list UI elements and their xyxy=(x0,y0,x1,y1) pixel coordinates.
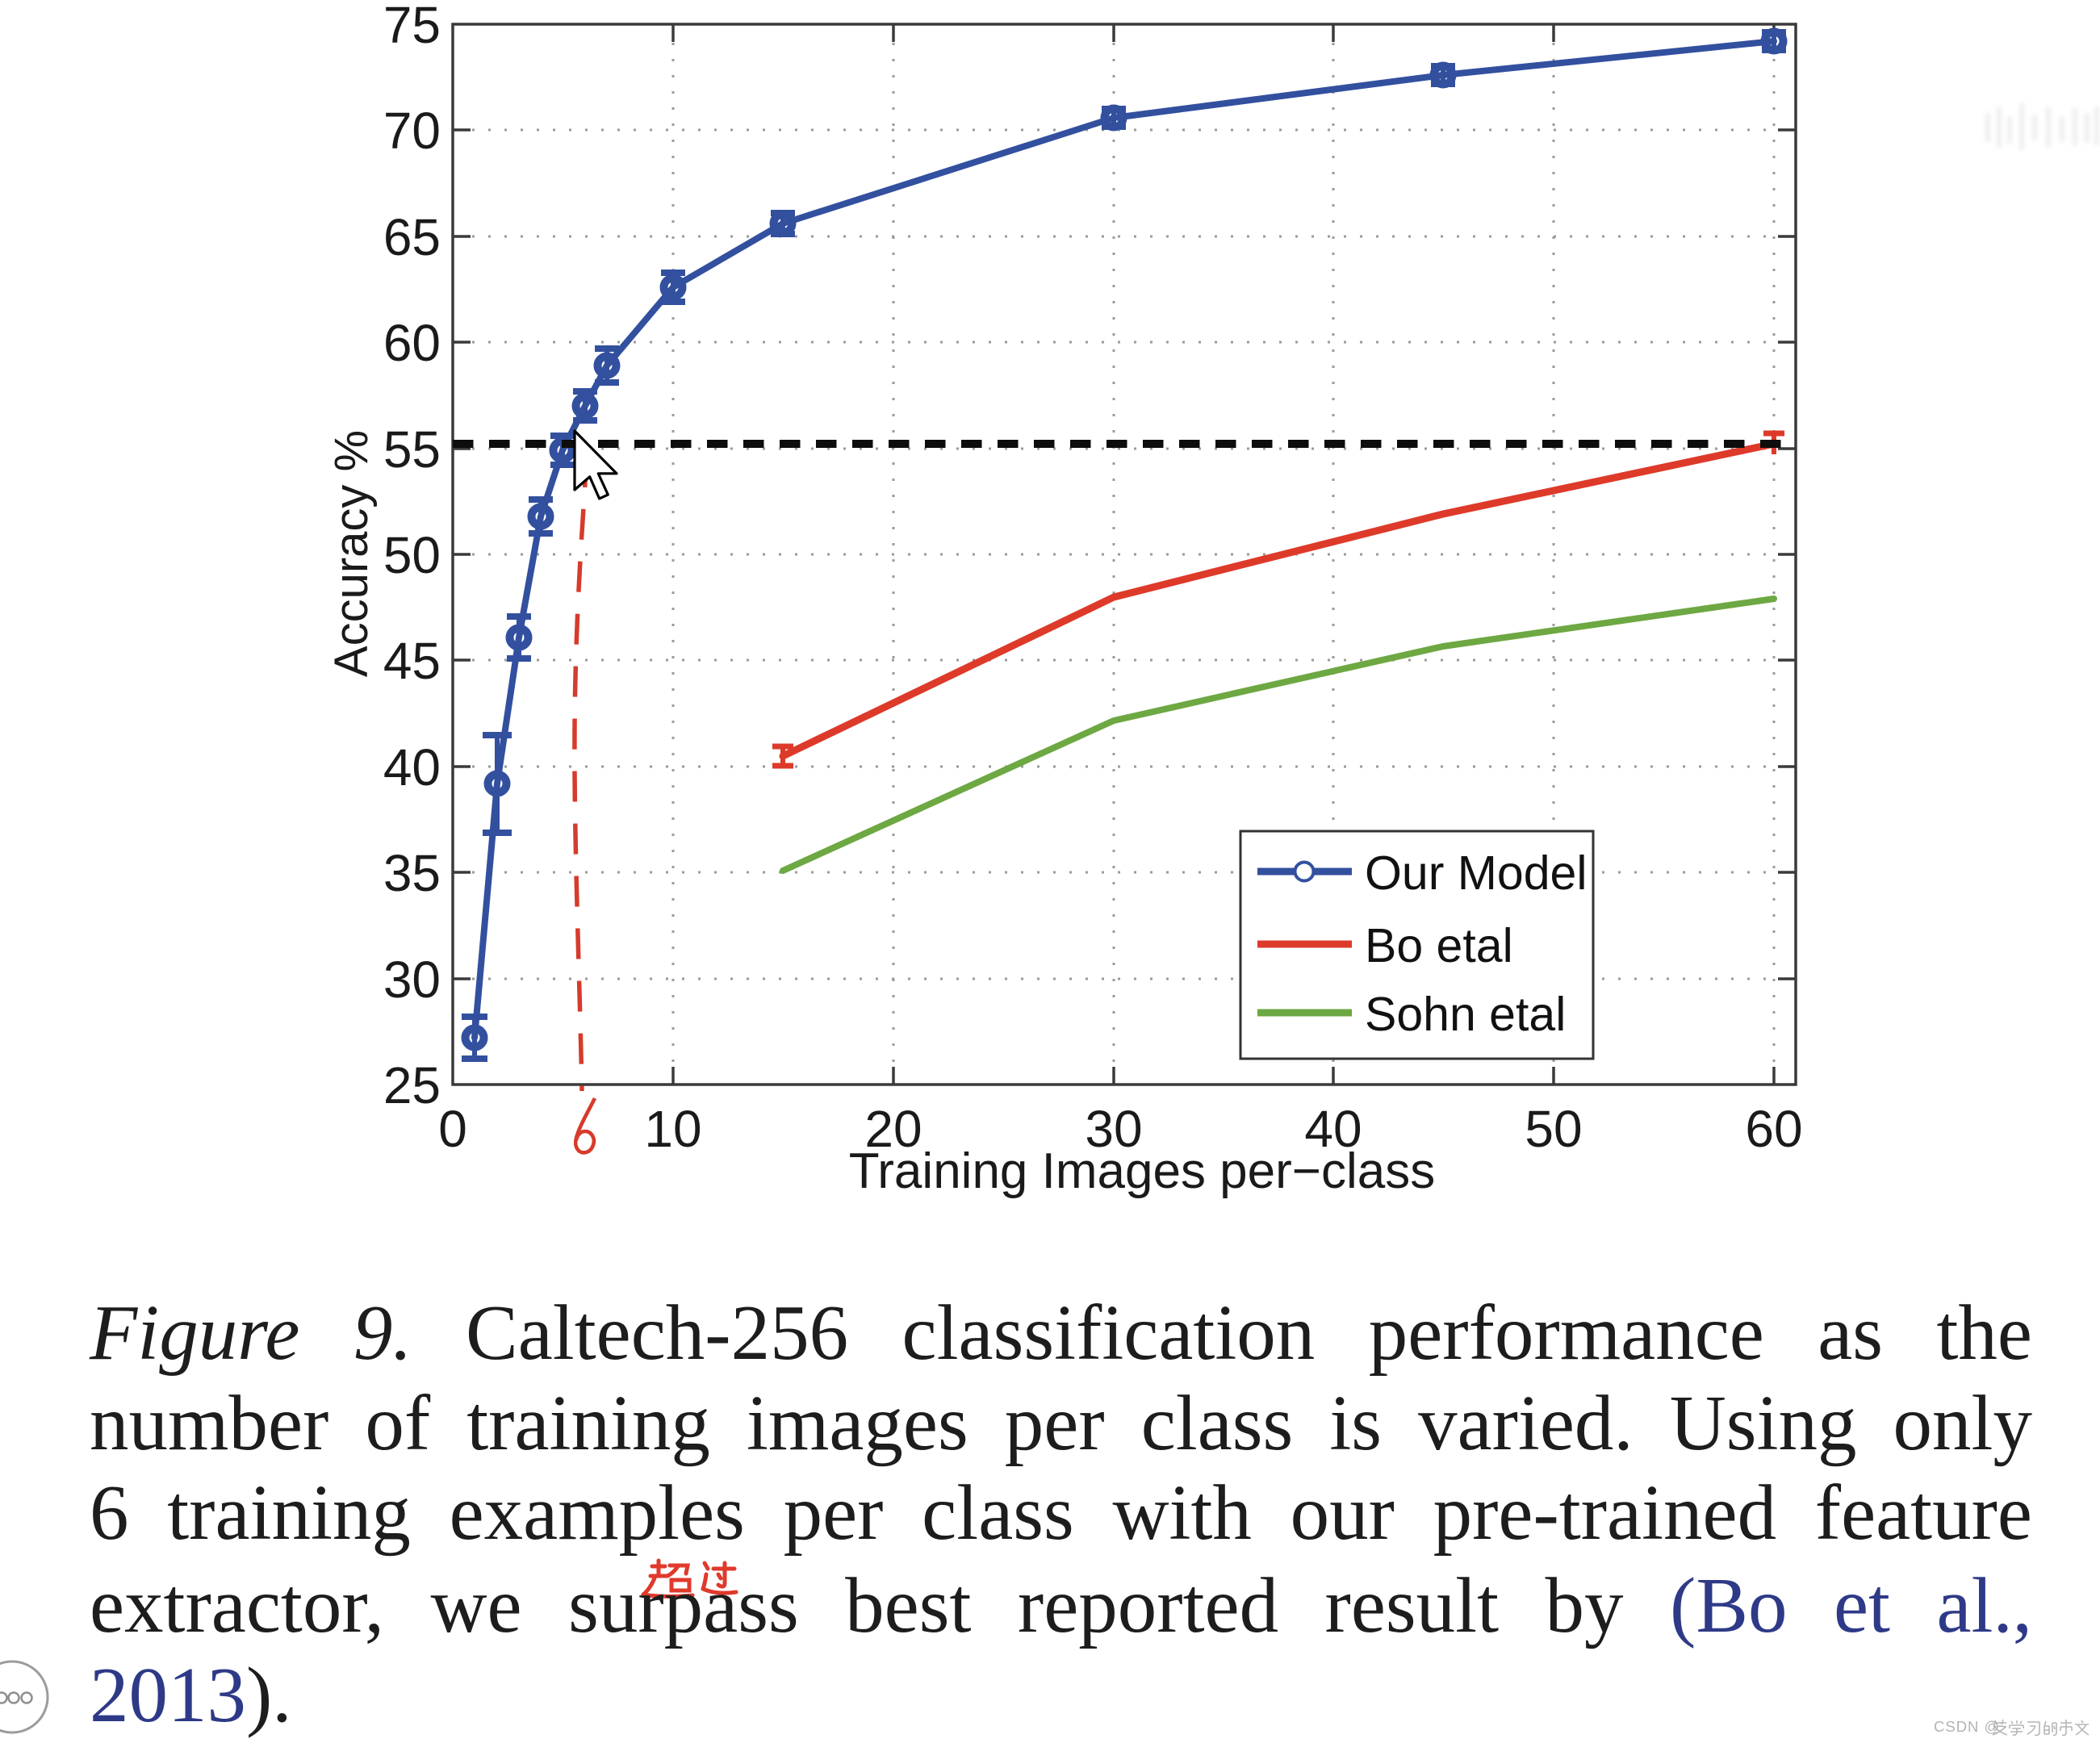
svg-text:20: 20 xyxy=(864,1100,922,1158)
svg-text:10: 10 xyxy=(644,1100,701,1158)
svg-text:75: 75 xyxy=(383,0,441,54)
svg-text:60: 60 xyxy=(1745,1100,1802,1158)
svg-text:0: 0 xyxy=(438,1100,467,1158)
svg-text:40: 40 xyxy=(1304,1100,1362,1158)
svg-text:30: 30 xyxy=(1085,1100,1142,1158)
svg-text:35: 35 xyxy=(383,844,441,902)
svg-text:55: 55 xyxy=(383,420,441,479)
svg-text:40: 40 xyxy=(383,738,441,796)
svg-text:Our Model: Our Model xyxy=(1365,846,1587,900)
svg-text:45: 45 xyxy=(383,632,441,690)
svg-text:Accuracy %: Accuracy % xyxy=(325,430,378,677)
svg-text:60: 60 xyxy=(383,314,441,372)
svg-text:Sohn etal: Sohn etal xyxy=(1365,988,1566,1041)
svg-text:30: 30 xyxy=(383,951,441,1009)
svg-text:Bo etal: Bo etal xyxy=(1365,919,1513,972)
svg-text:50: 50 xyxy=(383,526,441,584)
svg-text:50: 50 xyxy=(1525,1100,1582,1158)
svg-text:25: 25 xyxy=(383,1056,441,1114)
svg-text:CSDN @: CSDN @ xyxy=(1934,1718,2000,1735)
svg-text:70: 70 xyxy=(383,102,441,160)
svg-text:65: 65 xyxy=(383,208,441,266)
svg-text:Training Images per−class: Training Images per−class xyxy=(849,1143,1436,1199)
